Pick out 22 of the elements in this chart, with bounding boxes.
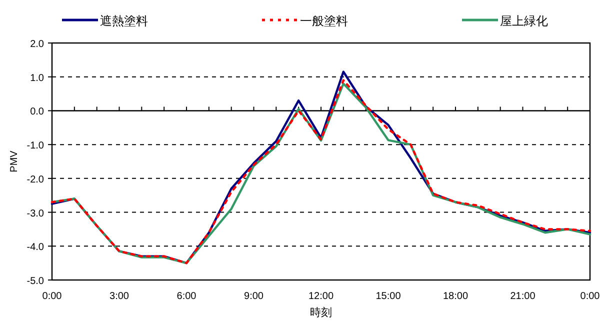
legend-label: 一般塗料	[300, 14, 348, 28]
y-axis-title: PMV	[9, 150, 20, 172]
x-tick-label: 15:00	[376, 291, 402, 302]
x-tick-label: 3:00	[110, 291, 130, 302]
y-tick-label: -5.0	[26, 276, 44, 287]
legend-label: 屋上緑化	[500, 14, 548, 28]
x-tick-label: 12:00	[308, 291, 334, 302]
x-axis-title: 時刻	[310, 306, 332, 319]
x-tick-label: 18:00	[442, 291, 468, 302]
legend-label: 遮熱塗料	[100, 14, 148, 28]
x-tick-label: 21:00	[510, 291, 536, 302]
x-tick-label: 9:00	[244, 291, 264, 302]
x-tick-label: 6:00	[176, 291, 197, 302]
x-tick-label: 0:00	[580, 291, 600, 302]
y-tick-label: 2.0	[30, 39, 44, 50]
y-tick-label: -1.0	[26, 140, 44, 152]
y-tick-label: 0.0	[30, 106, 44, 118]
y-tick-label: 1.0	[30, 72, 44, 84]
y-tick-label: -4.0	[26, 242, 44, 254]
x-tick-label: 0:00	[42, 291, 62, 302]
y-tick-label: -3.0	[26, 208, 44, 220]
y-tick-label: -2.0	[26, 174, 44, 186]
